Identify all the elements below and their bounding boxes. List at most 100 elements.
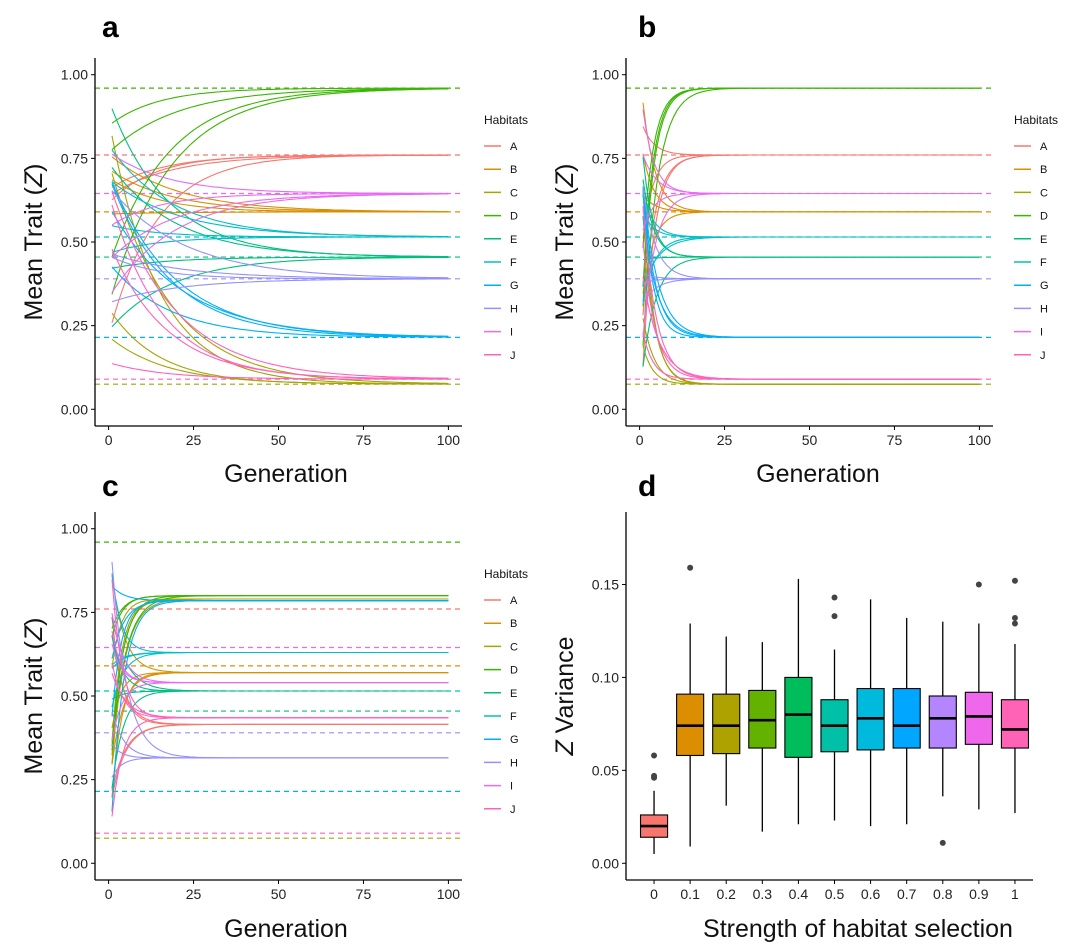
legend-label-d: D — [1040, 211, 1048, 223]
trajectory-a — [111, 154, 449, 195]
legend-label-d: D — [510, 665, 518, 677]
legend-label-i: I — [510, 781, 513, 793]
legend-label-a: A — [1040, 141, 1048, 153]
box-1 — [1000, 699, 1030, 749]
x-tick-label: 25 — [186, 432, 202, 448]
y-axis-title: Z Variance — [551, 636, 579, 756]
legend-label-b: B — [510, 618, 517, 630]
x-tick-label: 25 — [186, 886, 202, 902]
x-tick-label: 75 — [356, 432, 372, 448]
trajectory-b — [111, 156, 449, 213]
x-tick-label: 50 — [271, 886, 287, 902]
legend-label-g: G — [1040, 280, 1049, 292]
y-tick-label: 0.05 — [592, 762, 619, 778]
legend-title: Habitats — [1014, 113, 1058, 127]
trajectory-e — [642, 179, 980, 258]
trajectory-e — [111, 256, 449, 328]
x-tick-label: 75 — [356, 886, 372, 902]
trajectory-f — [111, 651, 449, 666]
x-tick-label: 0.6 — [861, 886, 881, 902]
trajectory-b — [111, 575, 449, 674]
legend-label-d: D — [510, 211, 518, 223]
trajectory-h — [642, 188, 980, 280]
legend-label-f: F — [510, 257, 517, 269]
legend-label-j: J — [510, 350, 516, 362]
y-tick-label: 0.50 — [592, 234, 619, 250]
box-1-outlier — [1011, 620, 1018, 627]
trajectory-a — [111, 723, 449, 798]
trajectory-j — [642, 241, 980, 380]
box-0-2 — [712, 693, 741, 755]
x-tick-label: 1 — [1011, 886, 1019, 902]
trajectory-c — [642, 215, 980, 385]
legend-label-e: E — [1040, 234, 1047, 246]
x-tick-label: 0.8 — [933, 886, 953, 902]
trajectory-g — [111, 600, 449, 717]
trajectory-i — [642, 154, 980, 195]
trajectory-j — [642, 332, 980, 380]
trajectory-g — [111, 266, 449, 338]
x-tick-label: 50 — [802, 432, 818, 448]
trajectory-d — [642, 87, 980, 307]
x-tick-label: 0.1 — [680, 886, 700, 902]
trajectory-i — [111, 630, 449, 684]
x-tick-label: 100 — [437, 886, 461, 902]
panel-d-variance-boxplot: 0 0.1 0.2 0.3 0.4 0.5 0.6 0.7 0.8 0.9 1 0.00 0.05 0.1… — [551, 512, 1033, 943]
legend-label-b: B — [510, 164, 517, 176]
trajectory-j — [642, 276, 980, 380]
trajectory-i — [642, 109, 980, 195]
trajectory-e — [111, 690, 449, 789]
panel-label-d: d — [638, 470, 656, 503]
y-tick-label: 0.10 — [592, 669, 619, 685]
trajectory-d — [111, 595, 449, 751]
y-tick-label: 1.00 — [592, 67, 619, 83]
trajectory-e — [111, 636, 449, 692]
trajectory-b — [642, 153, 980, 213]
trajectory-j — [111, 717, 449, 817]
trajectory-b — [642, 102, 980, 213]
panel-label-b: b — [638, 11, 656, 44]
x-tick-label: 0 — [650, 886, 658, 902]
trajectory-j — [111, 248, 449, 380]
trajectory-g — [642, 193, 980, 338]
panel-c-trait-trajectories: 0.00 0.25 0.50 0.75 1.00 0 25 50 75 100 Generation… — [20, 512, 528, 943]
legend-label-a: A — [510, 595, 518, 607]
trajectory-j — [642, 206, 980, 380]
trajectory-e — [642, 256, 980, 367]
trajectory-a — [642, 154, 980, 239]
y-tick-label: 0.50 — [61, 688, 88, 704]
legend-label-b: B — [1040, 164, 1047, 176]
y-tick-label: 0.75 — [61, 150, 88, 166]
trajectory-f — [111, 651, 449, 708]
trajectory-b — [111, 211, 449, 215]
x-tick-label: 75 — [887, 432, 903, 448]
box-1-outlier — [1011, 577, 1018, 584]
legend-label-j: J — [1040, 350, 1046, 362]
trajectory-g — [111, 183, 449, 338]
x-tick-label: 0.7 — [897, 886, 917, 902]
trajectory-a — [111, 154, 449, 324]
legend-label-h: H — [510, 303, 518, 315]
trajectory-f — [642, 236, 980, 302]
trajectory-j — [111, 191, 449, 379]
box-0-4 — [784, 676, 813, 758]
trajectory-h — [111, 253, 449, 280]
trajectory-d — [111, 87, 449, 151]
trajectory-a — [642, 126, 980, 156]
x-tick-label: 100 — [968, 432, 992, 448]
y-axis-title: Mean Trait (Z) — [551, 164, 579, 321]
y-tick-label: 1.00 — [61, 67, 88, 83]
trajectory-a — [111, 635, 449, 725]
trajectory-c — [111, 598, 449, 756]
trajectory-e — [111, 167, 449, 258]
box-0-outlier — [651, 752, 658, 759]
panel-b-trait-trajectories: 0.00 0.25 0.50 0.75 1.00 0 25 50 75 100 Generation… — [551, 58, 1058, 488]
trajectory-d — [111, 87, 449, 124]
y-tick-label: 0.50 — [61, 234, 88, 250]
legend-label-h: H — [1040, 303, 1048, 315]
trajectory-i — [111, 643, 449, 684]
y-axis-title: Mean Trait (Z) — [20, 618, 48, 775]
x-tick-label: 0.4 — [789, 886, 809, 902]
trajectory-g — [111, 211, 449, 337]
